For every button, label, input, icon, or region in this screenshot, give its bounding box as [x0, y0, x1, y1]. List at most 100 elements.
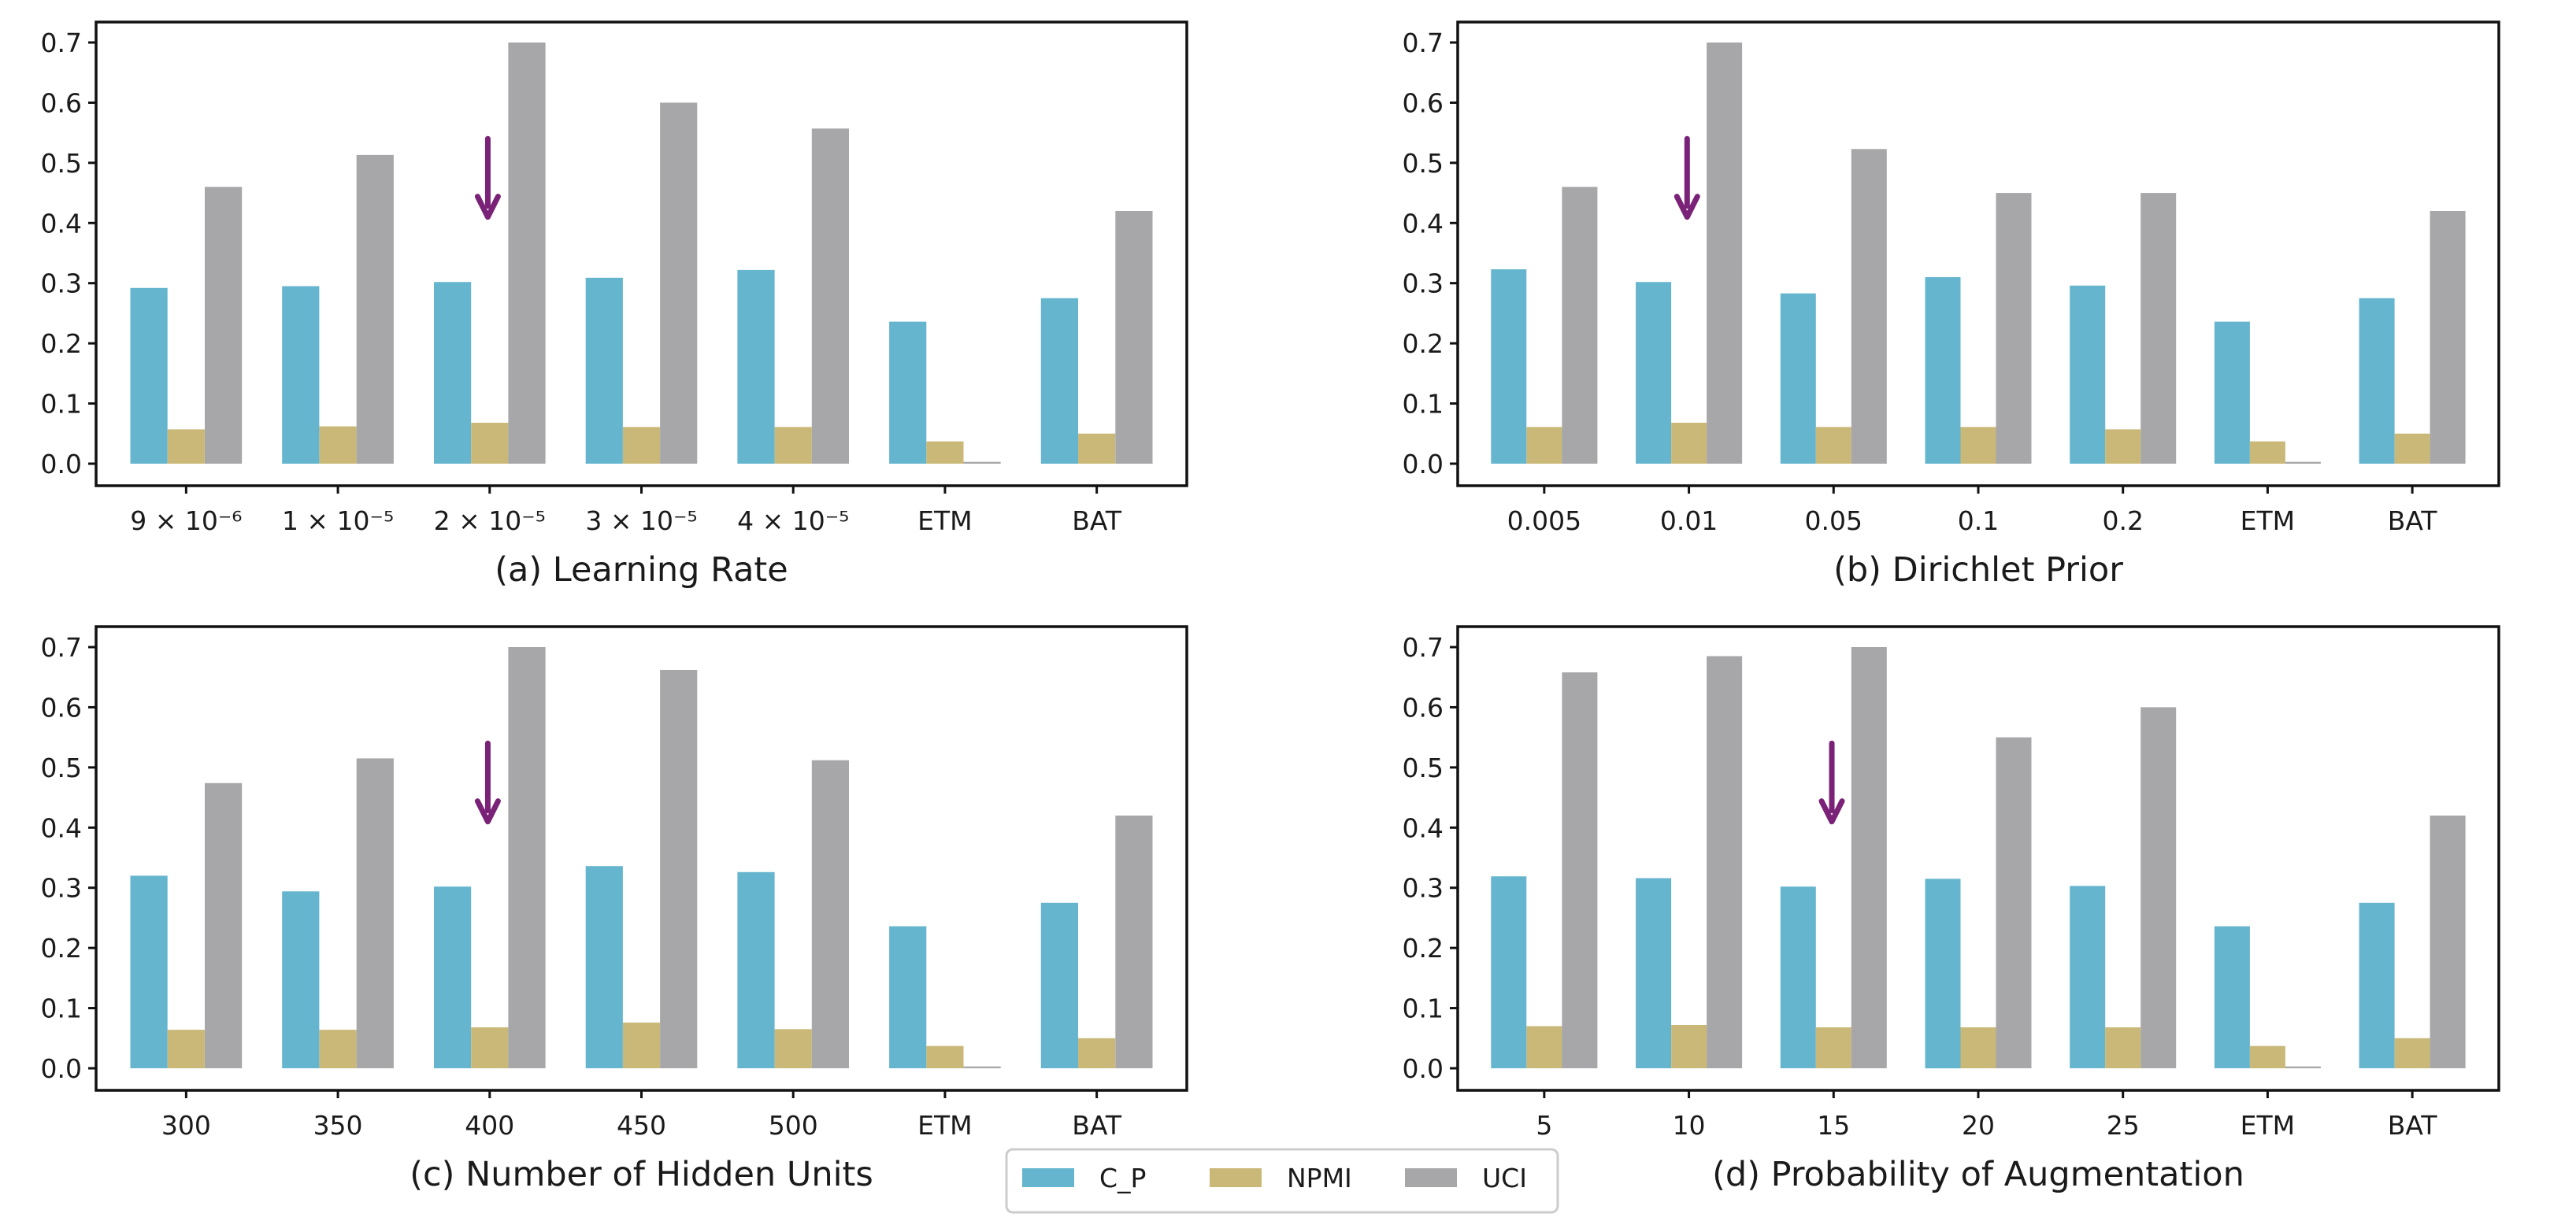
bar-c-p-4 [1925, 879, 1961, 1069]
y-tick-label: 0.2 [41, 328, 82, 359]
bar-uci-6 [963, 1066, 1001, 1068]
bar-c-p-7 [2359, 298, 2395, 464]
bar-uci-7 [1115, 816, 1153, 1068]
y-tick-label: 0.5 [1403, 148, 1444, 179]
best-setting-arrow [1818, 740, 1845, 825]
bar-npmi-5 [774, 427, 812, 464]
y-tick-label: 0.3 [1403, 268, 1444, 299]
axes-frame [95, 625, 1188, 1092]
y-tick-label: 0.0 [1403, 449, 1444, 479]
y-tick-label: 0.1 [41, 389, 82, 420]
legend-swatch-npmi [1210, 1168, 1262, 1187]
y-tick-label: 0.4 [41, 812, 82, 843]
y-tick-label: 0.1 [1403, 993, 1444, 1024]
bar-c-p-1 [130, 875, 168, 1068]
bar-c-p-1 [1491, 876, 1527, 1068]
bar-uci-3 [1851, 149, 1887, 464]
subplot-4: 0.0 0.1 0.2 0.3 0.4 0.5 0.6 0.7 5 10 15 20 25 ETM BAT (… [1403, 625, 2500, 1194]
x-tick-label: 10 [1673, 1110, 1706, 1141]
bar-uci-7 [1115, 211, 1153, 464]
subplot-caption: (c) Number of Hidden Units [410, 1155, 873, 1194]
y-tick-label: 0.4 [41, 208, 82, 239]
y-tick-label: 0.6 [41, 87, 82, 118]
axes-frame [1456, 20, 2500, 487]
x-tick-label: ETM [2241, 505, 2295, 536]
y-tick-label: 0.2 [1403, 933, 1444, 964]
bar-c-p-5 [2070, 886, 2106, 1068]
x-tick-label: 0.2 [2102, 505, 2143, 536]
bar-c-p-1 [1491, 269, 1527, 464]
bar-c-p-7 [1040, 902, 1078, 1068]
bar-c-p-4 [585, 277, 623, 464]
bar-uci-2 [356, 154, 394, 464]
bar-npmi-5 [2105, 1027, 2141, 1068]
legend-label-uci: UCI [1482, 1163, 1527, 1193]
y-tick-label: 0.6 [1403, 692, 1444, 723]
bar-uci-5 [2140, 193, 2177, 464]
bar-npmi-7 [1078, 433, 1116, 464]
bar-c-p-6 [889, 926, 927, 1068]
bar-uci-1 [1562, 187, 1598, 464]
bar-npmi-2 [1671, 1025, 1707, 1068]
bar-npmi-5 [2105, 429, 2141, 464]
arrow-head [1673, 194, 1700, 220]
y-tick-label: 0.4 [1403, 812, 1444, 843]
y-tick-label: 0.2 [41, 933, 82, 964]
bar-uci-2 [1707, 43, 1743, 464]
x-tick-label: 400 [465, 1110, 514, 1141]
x-tick-label: BAT [1072, 505, 1122, 536]
bar-npmi-4 [622, 1022, 661, 1068]
bar-c-p-4 [585, 866, 623, 1068]
bar-c-p-7 [1040, 298, 1078, 464]
bar-uci-7 [2430, 816, 2466, 1068]
x-tick-label: 500 [769, 1110, 818, 1141]
bar-npmi-6 [926, 441, 964, 464]
bar-c-p-3 [434, 282, 472, 464]
bar-npmi-1 [167, 429, 205, 464]
bar-c-p-5 [737, 871, 775, 1068]
bar-uci-4 [1996, 193, 2032, 464]
y-tick-label: 0.6 [41, 692, 82, 723]
bar-uci-4 [660, 102, 698, 464]
x-tick-label: BAT [2388, 505, 2438, 536]
x-tick-label: 0.05 [1805, 505, 1863, 536]
y-tick-label: 0.0 [41, 1053, 82, 1084]
bar-npmi-4 [1960, 427, 1996, 464]
bar-npmi-7 [1078, 1038, 1116, 1068]
bar-uci-5 [811, 760, 849, 1068]
x-tick-label: 20 [1962, 1110, 1995, 1141]
y-tick-label: 0.2 [1403, 328, 1444, 359]
bar-uci-5 [811, 128, 849, 464]
best-setting-arrow [474, 135, 501, 220]
x-tick-label: 350 [313, 1110, 363, 1141]
arrow-head [1818, 798, 1845, 825]
subplot-2: 0.0 0.1 0.2 0.3 0.4 0.5 0.6 0.7 0.005 0.01 0.05 0.1… [1403, 20, 2500, 590]
arrow-head [474, 194, 501, 220]
bar-npmi-2 [319, 1030, 357, 1068]
subplot-caption: (a) Learning Rate [495, 550, 788, 590]
y-tick-label: 0.5 [41, 753, 82, 783]
legend: C_P NPMI UCI [1005, 1148, 1559, 1214]
x-tick-label: ETM [917, 505, 972, 536]
bar-uci-6 [2285, 1066, 2321, 1068]
y-tick-label: 0.5 [1403, 753, 1444, 783]
legend-label-c_p: C_P [1099, 1163, 1146, 1193]
subplot-caption: (b) Dirichlet Prior [1833, 550, 2123, 590]
subplots: 0.0 0.1 0.2 0.3 0.4 0.5 0.6 0.7 9 × 10⁻⁶ 1 × 10⁻⁵… [41, 20, 2500, 1194]
y-tick-label: 0.7 [1403, 28, 1444, 58]
bar-uci-3 [1851, 647, 1887, 1068]
bar-npmi-1 [167, 1030, 205, 1068]
subplot-3: 0.0 0.1 0.2 0.3 0.4 0.5 0.6 0.7 300 350 400 450 500 E… [41, 625, 1188, 1194]
y-tick-label: 0.3 [1403, 873, 1444, 904]
bar-npmi-1 [1526, 1026, 1562, 1068]
x-tick-label: BAT [1072, 1110, 1122, 1141]
bar-c-p-2 [282, 891, 320, 1068]
x-tick-label: 2 × 10⁻⁵ [434, 505, 546, 536]
y-tick-label: 0.7 [1403, 632, 1444, 663]
bar-npmi-3 [471, 1027, 509, 1068]
bar-npmi-4 [622, 427, 661, 464]
x-tick-label: BAT [2388, 1110, 2438, 1141]
x-tick-label: 1 × 10⁻⁵ [282, 505, 394, 536]
x-tick-label: 450 [617, 1110, 666, 1141]
